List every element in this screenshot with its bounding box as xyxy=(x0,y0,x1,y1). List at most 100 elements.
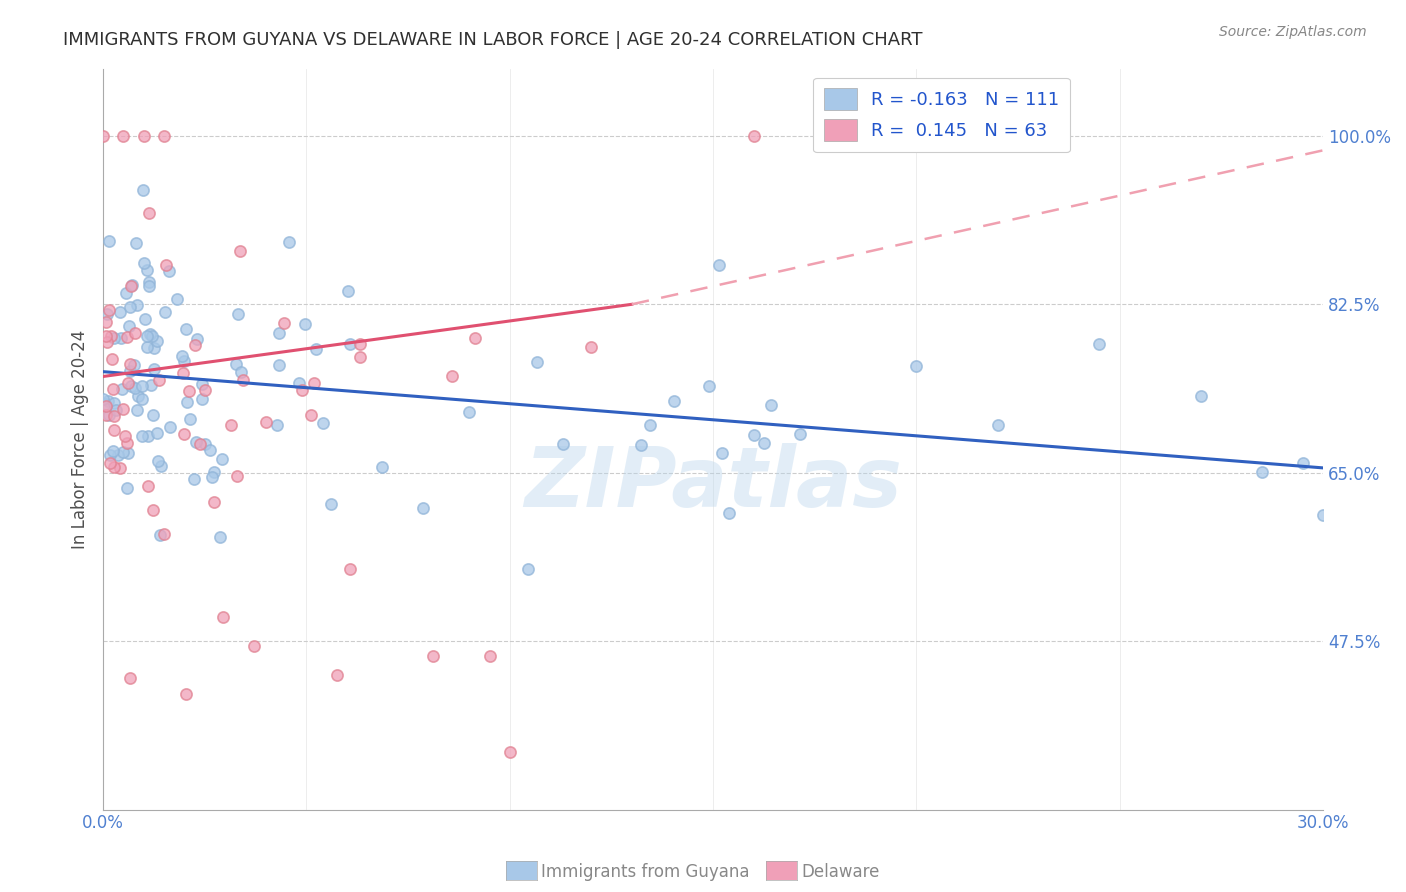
Point xyxy=(579,340,602,354)
Point xyxy=(107,448,129,462)
Point xyxy=(226,308,249,322)
Point xyxy=(697,379,720,393)
Point xyxy=(155,258,177,272)
Point xyxy=(987,418,1010,433)
Point xyxy=(709,258,731,272)
Point xyxy=(742,128,765,143)
Point xyxy=(183,471,205,485)
Point xyxy=(212,610,235,624)
Point xyxy=(266,417,288,432)
Point xyxy=(422,648,444,663)
Point xyxy=(98,448,121,462)
Point xyxy=(120,671,142,685)
Point xyxy=(326,668,349,682)
Point xyxy=(157,263,180,277)
Text: Immigrants from Guyana: Immigrants from Guyana xyxy=(541,863,749,881)
Point xyxy=(288,376,311,390)
Point xyxy=(103,396,125,410)
Point xyxy=(208,530,231,544)
Point xyxy=(267,358,290,372)
Point xyxy=(1088,336,1111,351)
Point xyxy=(754,435,776,450)
Point xyxy=(179,412,201,426)
Point xyxy=(103,444,125,458)
Point xyxy=(194,383,217,397)
Point xyxy=(225,357,247,371)
Point xyxy=(127,403,149,417)
Point xyxy=(302,376,325,390)
Point xyxy=(319,498,342,512)
Point xyxy=(299,408,322,422)
Point xyxy=(339,337,361,351)
Point xyxy=(149,528,172,542)
Point xyxy=(115,286,138,301)
Point xyxy=(173,426,195,441)
Point xyxy=(96,334,118,349)
Point xyxy=(1189,389,1212,403)
Point xyxy=(191,376,214,391)
Point xyxy=(103,331,125,345)
Point xyxy=(186,332,208,346)
Point xyxy=(98,303,121,318)
Point xyxy=(96,329,118,343)
Point xyxy=(202,465,225,479)
Point xyxy=(337,284,360,298)
Point xyxy=(231,365,253,379)
Point xyxy=(98,456,121,470)
Point xyxy=(138,279,160,293)
Point xyxy=(173,354,195,368)
Point xyxy=(135,328,157,343)
Point xyxy=(905,359,928,373)
Point xyxy=(103,460,125,475)
Point xyxy=(103,409,125,424)
Point xyxy=(105,402,128,417)
Point xyxy=(219,417,242,432)
Point xyxy=(120,301,142,315)
Point xyxy=(1251,465,1274,479)
Text: IMMIGRANTS FROM GUYANA VS DELAWARE IN LABOR FORCE | AGE 20-24 CORRELATION CHART: IMMIGRANTS FROM GUYANA VS DELAWARE IN LA… xyxy=(63,31,922,49)
Point xyxy=(111,382,134,396)
Point xyxy=(294,317,316,331)
Point xyxy=(200,442,222,457)
Point xyxy=(759,398,782,412)
Point xyxy=(120,357,142,371)
Point xyxy=(254,415,277,429)
Point xyxy=(526,355,548,369)
Point xyxy=(101,382,124,396)
Point xyxy=(1292,456,1315,470)
Point xyxy=(146,454,169,468)
Point xyxy=(202,494,225,508)
Text: Source: ZipAtlas.com: Source: ZipAtlas.com xyxy=(1219,25,1367,39)
Point xyxy=(112,128,135,143)
Point xyxy=(176,322,198,336)
Point xyxy=(141,328,163,343)
Point xyxy=(138,479,160,493)
Point xyxy=(146,425,169,440)
Point xyxy=(117,330,139,344)
Point xyxy=(121,277,143,292)
Text: ZIPatlas: ZIPatlas xyxy=(524,443,903,524)
Point xyxy=(176,394,198,409)
Point xyxy=(139,378,162,392)
Point xyxy=(101,351,124,366)
Point xyxy=(464,331,486,345)
Point xyxy=(110,331,132,345)
Point xyxy=(141,408,163,422)
Legend: R = -0.163   N = 111, R =  0.145   N = 63: R = -0.163 N = 111, R = 0.145 N = 63 xyxy=(814,78,1070,153)
Point xyxy=(91,392,114,406)
Point xyxy=(278,235,301,249)
Point xyxy=(553,437,575,451)
Point xyxy=(132,256,155,270)
Point xyxy=(131,379,153,393)
Point xyxy=(232,373,254,387)
Point xyxy=(94,315,117,329)
Point xyxy=(132,183,155,197)
Point xyxy=(97,234,120,248)
Point xyxy=(304,343,326,357)
Point xyxy=(172,366,194,380)
Point xyxy=(630,438,652,452)
Point xyxy=(155,305,177,319)
Point xyxy=(136,429,159,443)
Point xyxy=(153,128,176,143)
Point xyxy=(710,446,733,460)
